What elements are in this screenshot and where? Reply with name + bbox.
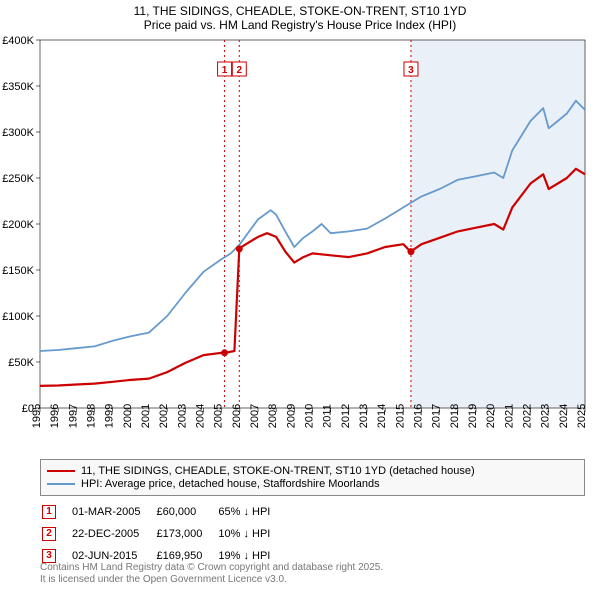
svg-text:2013: 2013 [358, 404, 370, 428]
svg-text:2017: 2017 [431, 404, 443, 428]
sale-marker: 2 [42, 527, 56, 541]
svg-text:2011: 2011 [322, 404, 334, 428]
svg-text:£100K: £100K [2, 311, 34, 323]
legend-label: HPI: Average price, detached house, Staf… [81, 478, 380, 490]
chart-title-line2: Price paid vs. HM Land Registry's House … [0, 18, 600, 32]
legend-label: 11, THE SIDINGS, CHEADLE, STOKE-ON-TRENT… [81, 465, 475, 477]
svg-text:2: 2 [237, 65, 243, 76]
sale-date: 22-DEC-2005 [72, 524, 154, 544]
sale-price: £60,000 [156, 502, 216, 522]
svg-text:2020: 2020 [485, 404, 497, 428]
sale-marker: 3 [42, 549, 56, 563]
svg-text:2015: 2015 [394, 404, 406, 428]
legend-item: HPI: Average price, detached house, Staf… [47, 478, 578, 490]
svg-text:2006: 2006 [231, 404, 243, 428]
svg-text:2007: 2007 [249, 404, 261, 428]
svg-text:2014: 2014 [376, 404, 388, 428]
svg-text:1998: 1998 [86, 404, 98, 428]
svg-text:2005: 2005 [213, 404, 225, 428]
sales-table: 1 01-MAR-2005£60,00065% ↓ HPI 2 22-DEC-2005… [40, 500, 286, 568]
svg-text:2002: 2002 [158, 404, 170, 428]
svg-text:2000: 2000 [122, 404, 134, 428]
svg-text:£250K: £250K [2, 173, 34, 185]
svg-text:2018: 2018 [449, 404, 461, 428]
svg-text:2009: 2009 [285, 404, 297, 428]
legend-swatch [47, 470, 75, 472]
svg-text:1: 1 [222, 65, 228, 76]
svg-text:2019: 2019 [467, 404, 479, 428]
svg-text:£350K: £350K [2, 81, 34, 93]
svg-text:1997: 1997 [67, 404, 79, 428]
svg-text:2008: 2008 [267, 404, 279, 428]
svg-text:2025: 2025 [576, 404, 588, 428]
table-row: 1 01-MAR-2005£60,00065% ↓ HPI [42, 502, 284, 522]
svg-text:2023: 2023 [540, 404, 552, 428]
chart-legend: 11, THE SIDINGS, CHEADLE, STOKE-ON-TRENT… [40, 459, 585, 496]
svg-text:2010: 2010 [304, 404, 316, 428]
price-chart: £0£50K£100K£150K£200K£250K£300K£350K£400… [0, 0, 600, 454]
svg-text:2003: 2003 [176, 404, 188, 428]
sale-delta: 10% ↓ HPI [218, 524, 284, 544]
sale-date: 01-MAR-2005 [72, 502, 154, 522]
svg-text:1995: 1995 [31, 404, 43, 428]
legend-item: 11, THE SIDINGS, CHEADLE, STOKE-ON-TRENT… [47, 465, 578, 477]
svg-text:£150K: £150K [2, 265, 34, 277]
svg-text:3: 3 [408, 65, 414, 76]
table-row: 2 22-DEC-2005£173,00010% ↓ HPI [42, 524, 284, 544]
legend-swatch [47, 483, 75, 485]
svg-text:2022: 2022 [522, 404, 534, 428]
attribution-line1: Contains HM Land Registry data © Crown c… [40, 562, 383, 573]
svg-text:£50K: £50K [8, 357, 34, 369]
svg-text:2004: 2004 [195, 404, 207, 428]
sale-delta: 65% ↓ HPI [218, 502, 284, 522]
svg-text:1996: 1996 [49, 404, 61, 428]
svg-text:£300K: £300K [2, 127, 34, 139]
attribution-line2: It is licensed under the Open Government… [40, 574, 287, 585]
svg-text:£200K: £200K [2, 219, 34, 231]
sale-price: £173,000 [156, 524, 216, 544]
chart-title-line1: 11, THE SIDINGS, CHEADLE, STOKE-ON-TRENT… [0, 4, 600, 18]
svg-text:2021: 2021 [503, 404, 515, 428]
svg-text:£400K: £400K [2, 35, 34, 47]
attribution-text: Contains HM Land Registry data © Crown c… [40, 562, 383, 586]
svg-text:2001: 2001 [140, 404, 152, 428]
svg-text:1999: 1999 [104, 404, 116, 428]
svg-text:2012: 2012 [340, 404, 352, 428]
svg-text:2024: 2024 [558, 404, 570, 428]
svg-text:2016: 2016 [413, 404, 425, 428]
sale-marker: 1 [42, 505, 56, 519]
